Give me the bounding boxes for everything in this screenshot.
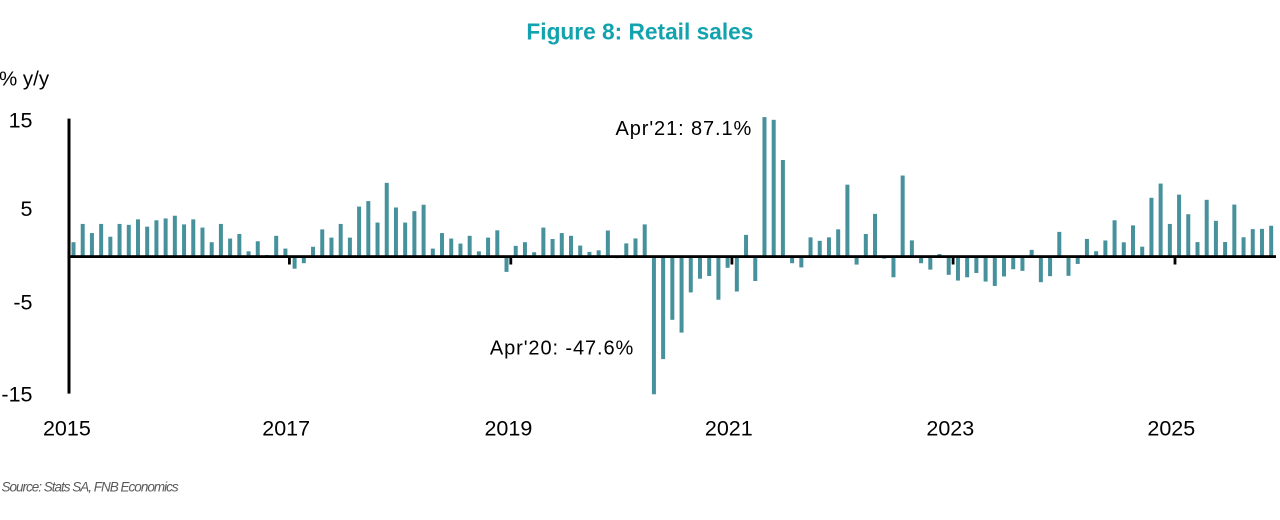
svg-text:-5: -5 (13, 291, 32, 315)
svg-text:2023: 2023 (926, 417, 974, 441)
svg-text:2021: 2021 (705, 417, 753, 441)
svg-text:Apr'20: -47.6%: Apr'20: -47.6% (490, 337, 634, 359)
svg-text:Figure 8: Retail sales: Figure 8: Retail sales (526, 18, 753, 44)
svg-text:5: 5 (21, 197, 33, 221)
svg-text:% y/y: % y/y (0, 67, 50, 90)
svg-text:2025: 2025 (1147, 417, 1195, 441)
svg-text:2019: 2019 (484, 417, 532, 441)
svg-text:2015: 2015 (43, 417, 91, 441)
svg-text:-15: -15 (1, 383, 32, 407)
svg-text:Apr'21: 87.1%: Apr'21: 87.1% (616, 118, 753, 140)
svg-text:Source: Stats SA, FNB Economic: Source: Stats SA, FNB Economics (2, 480, 179, 495)
svg-text:15: 15 (9, 109, 33, 133)
svg-text:2017: 2017 (262, 417, 310, 441)
